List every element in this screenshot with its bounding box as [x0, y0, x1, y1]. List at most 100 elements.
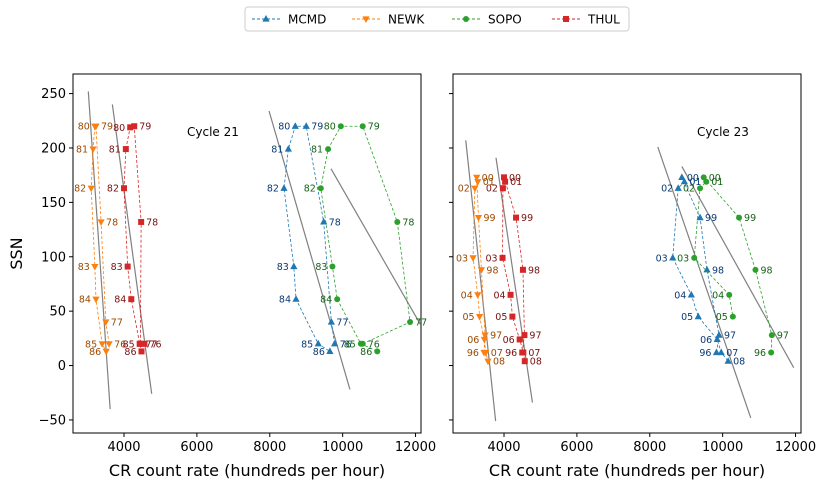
data-point-newk [91, 123, 99, 131]
data-label-mcmd: 82 [267, 184, 279, 195]
data-label-mcmd: 02 [661, 184, 673, 195]
data-label-newk: 03 [456, 253, 468, 264]
cycle-title: Cycle 23 [697, 125, 749, 139]
data-label-sopo: 82 [304, 184, 316, 195]
data-label-thul: 03 [485, 253, 497, 264]
data-label-thul: 99 [521, 213, 533, 224]
data-label-thul: 04 [493, 290, 505, 301]
data-label-sopo: 76 [368, 339, 380, 350]
data-label-newk: 86 [89, 347, 101, 358]
data-label-sopo: 77 [415, 318, 427, 329]
data-point-thul [502, 178, 509, 185]
data-point-thul [521, 358, 528, 365]
data-point-sopo [768, 349, 775, 356]
data-point-thul [122, 146, 129, 153]
data-point-newk [473, 174, 481, 182]
x-tick-label: 4000 [107, 440, 140, 455]
data-point-newk [105, 341, 113, 348]
data-label-mcmd: 80 [278, 122, 290, 133]
panel-cycle-23: 4000 6000 8000 10000 12000969798990001020304… [449, 73, 816, 480]
data-point-thul [513, 214, 520, 221]
data-point-thul [519, 266, 526, 273]
data-point-newk [92, 296, 100, 304]
y-tick-label: 100 [41, 250, 66, 265]
data-point-thul [128, 296, 135, 303]
data-label-sopo: 97 [777, 331, 789, 342]
data-point-sopo [736, 214, 743, 221]
data-label-thul: 84 [114, 295, 126, 306]
data-label-sopo: 98 [760, 265, 772, 276]
data-label-mcmd: 77 [336, 318, 348, 329]
legend-marker-sopo [463, 16, 469, 22]
data-label-mcmd: 84 [279, 295, 291, 306]
x-tick-label: 10000 [322, 440, 363, 455]
data-point-sopo [768, 332, 775, 339]
data-point-mcmd [669, 253, 677, 261]
data-point-mcmd [674, 184, 682, 191]
data-point-mcmd [327, 318, 335, 325]
fit-line-sopo [681, 166, 795, 369]
legend-label: NEWK [388, 13, 425, 27]
data-label-mcmd: 97 [724, 331, 736, 342]
data-label-sopo: 79 [368, 122, 380, 133]
data-label-thul: 06 [503, 335, 515, 346]
data-label-thul: 76 [149, 339, 161, 350]
data-point-sopo [729, 313, 736, 320]
data-label-thul: 79 [139, 122, 151, 133]
data-point-sopo [703, 178, 710, 185]
data-point-sopo [752, 266, 759, 273]
data-label-sopo: 83 [315, 262, 327, 273]
fit-line-sopo [330, 168, 421, 325]
data-point-mcmd [687, 290, 695, 298]
data-point-thul [131, 123, 138, 130]
data-label-thul: 98 [528, 265, 540, 276]
x-tick-label: 4000 [487, 440, 520, 455]
data-label-newk: 98 [486, 265, 498, 276]
data-point-newk [482, 349, 490, 357]
data-point-thul [520, 349, 527, 356]
data-point-thul [501, 174, 508, 181]
data-point-mcmd [703, 265, 711, 273]
data-label-sopo: 05 [716, 312, 728, 323]
data-point-newk [98, 341, 106, 348]
data-label-newk: 82 [74, 184, 86, 195]
data-label-thul: 08 [530, 357, 542, 368]
y-tick-label: 200 [41, 141, 66, 156]
data-label-mcmd: 85 [301, 339, 313, 350]
data-label-thul: 81 [109, 145, 121, 156]
data-point-thul [507, 291, 514, 298]
data-point-thul [499, 185, 506, 192]
data-label-mcmd: 05 [681, 312, 693, 323]
data-label-sopo: 85 [344, 339, 356, 350]
data-point-sopo [394, 218, 401, 225]
data-point-newk [89, 146, 97, 154]
data-label-thul: 01 [510, 177, 522, 188]
data-label-sopo: 03 [677, 253, 689, 264]
data-label-mcmd: 00 [687, 173, 699, 184]
data-label-mcmd: 07 [726, 348, 738, 359]
data-point-newk [102, 319, 110, 327]
data-label-newk: 81 [76, 145, 88, 156]
x-axis-label: CR count rate (hundreds per hour) [109, 461, 385, 480]
data-point-sopo [407, 319, 414, 326]
data-point-mcmd [694, 312, 702, 320]
legend-marker-thul [563, 16, 569, 22]
data-point-thul [138, 348, 145, 355]
data-label-thul: 85 [123, 339, 135, 350]
data-point-sopo [337, 123, 344, 130]
data-label-thul: 07 [528, 348, 540, 359]
legend-marker-mcmd [262, 15, 270, 22]
data-point-newk [87, 185, 95, 193]
data-label-mcmd: 98 [712, 265, 724, 276]
data-label-thul: 97 [529, 331, 541, 342]
data-label-newk: 84 [79, 295, 91, 306]
data-point-newk [476, 313, 484, 321]
data-label-sopo: 01 [711, 177, 723, 188]
y-tick-label: 250 [41, 87, 66, 102]
data-point-newk [469, 255, 477, 262]
data-label-newk: 02 [458, 184, 470, 195]
data-label-thul: 77 [145, 339, 157, 350]
data-label-newk: 06 [467, 335, 479, 346]
data-label-thul: 86 [124, 347, 136, 358]
